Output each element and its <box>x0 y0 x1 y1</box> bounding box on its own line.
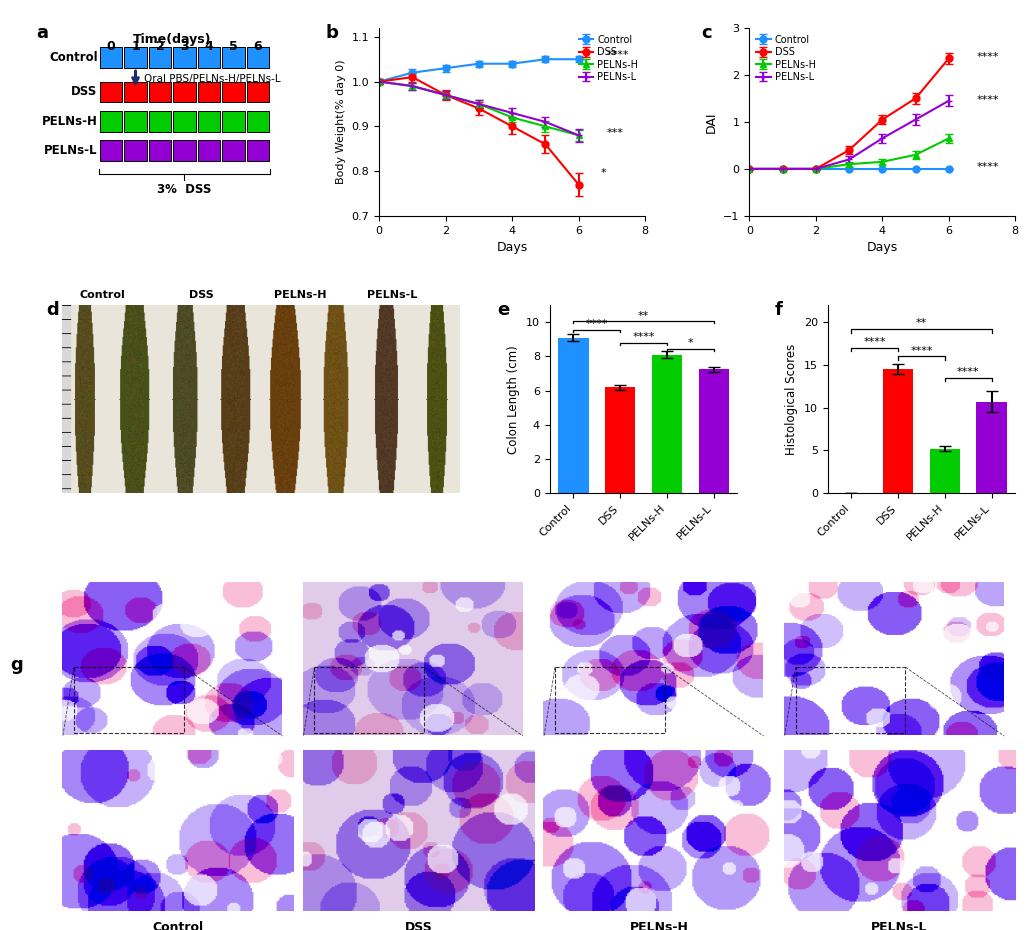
Text: PELNs-H: PELNs-H <box>41 114 97 127</box>
Text: ****: **** <box>977 163 1000 172</box>
FancyBboxPatch shape <box>198 140 220 161</box>
FancyBboxPatch shape <box>198 111 220 132</box>
Text: d: d <box>47 301 59 319</box>
Bar <box>976 402 1007 493</box>
X-axis label: Days: Days <box>867 241 898 254</box>
FancyBboxPatch shape <box>222 47 244 68</box>
FancyBboxPatch shape <box>198 82 220 102</box>
FancyBboxPatch shape <box>99 82 122 102</box>
Bar <box>883 369 914 493</box>
Text: DSS: DSS <box>404 921 432 930</box>
Bar <box>698 369 729 493</box>
FancyBboxPatch shape <box>149 111 171 132</box>
FancyBboxPatch shape <box>173 111 196 132</box>
Text: 1: 1 <box>132 40 140 53</box>
Text: f: f <box>775 301 783 319</box>
FancyBboxPatch shape <box>198 47 220 68</box>
Text: 3%  DSS: 3% DSS <box>157 183 211 196</box>
Text: PELNs-H: PELNs-H <box>275 289 327 299</box>
Text: e: e <box>497 301 510 319</box>
Y-axis label: Body Weight(% day 0): Body Weight(% day 0) <box>336 60 346 184</box>
Bar <box>652 354 682 493</box>
Text: ****: **** <box>585 319 608 329</box>
Text: ****: **** <box>863 337 886 347</box>
Text: DSS: DSS <box>189 289 213 299</box>
Text: PELNs-H: PELNs-H <box>630 921 689 930</box>
FancyBboxPatch shape <box>173 82 196 102</box>
FancyBboxPatch shape <box>124 47 147 68</box>
Y-axis label: DAI: DAI <box>704 112 718 133</box>
Text: 5: 5 <box>229 40 237 53</box>
FancyBboxPatch shape <box>149 82 171 102</box>
Text: 2: 2 <box>155 40 165 53</box>
FancyBboxPatch shape <box>173 140 196 161</box>
FancyBboxPatch shape <box>222 140 244 161</box>
Text: Control: Control <box>79 289 124 299</box>
Text: ****: **** <box>911 346 932 355</box>
Y-axis label: Colon Length (cm): Colon Length (cm) <box>508 345 520 454</box>
Text: ****: **** <box>977 95 1000 105</box>
Text: Control: Control <box>49 51 97 64</box>
FancyBboxPatch shape <box>247 140 269 161</box>
FancyBboxPatch shape <box>247 82 269 102</box>
FancyBboxPatch shape <box>124 82 147 102</box>
Text: *: * <box>600 168 606 179</box>
FancyBboxPatch shape <box>124 140 147 161</box>
Text: 4: 4 <box>204 40 213 53</box>
Text: Time(days): Time(days) <box>133 33 211 46</box>
Text: Oral PBS/PELNs-H/PELNs-L: Oral PBS/PELNs-H/PELNs-L <box>144 74 281 85</box>
Text: 0: 0 <box>107 40 115 53</box>
Text: 3: 3 <box>180 40 189 53</box>
Text: PELNs-L: PELNs-L <box>367 289 418 299</box>
Text: ****: **** <box>977 52 1000 62</box>
Text: a: a <box>36 24 49 42</box>
Legend: Control, DSS, PELNs-H, PELNs-L: Control, DSS, PELNs-H, PELNs-L <box>577 33 640 84</box>
Text: *: * <box>688 339 693 348</box>
Text: DSS: DSS <box>71 86 97 99</box>
Text: **: ** <box>916 318 927 328</box>
FancyBboxPatch shape <box>247 47 269 68</box>
Text: PELNs-L: PELNs-L <box>45 144 97 157</box>
FancyBboxPatch shape <box>173 47 196 68</box>
Text: ***: *** <box>607 128 624 138</box>
Text: ****: **** <box>957 367 979 377</box>
Text: PELNs-L: PELNs-L <box>871 921 928 930</box>
Text: b: b <box>326 24 339 42</box>
FancyBboxPatch shape <box>247 111 269 132</box>
FancyBboxPatch shape <box>149 140 171 161</box>
Text: c: c <box>701 24 712 42</box>
FancyBboxPatch shape <box>99 111 122 132</box>
Text: g: g <box>10 656 23 673</box>
FancyBboxPatch shape <box>149 47 171 68</box>
Y-axis label: Histological Scores: Histological Scores <box>785 343 798 455</box>
FancyBboxPatch shape <box>222 111 244 132</box>
FancyBboxPatch shape <box>99 140 122 161</box>
X-axis label: Days: Days <box>496 241 527 254</box>
Text: Control: Control <box>152 921 203 930</box>
Bar <box>558 338 588 493</box>
Text: 6: 6 <box>254 40 262 53</box>
Text: ****: **** <box>632 332 655 342</box>
Bar <box>929 448 960 493</box>
FancyBboxPatch shape <box>222 82 244 102</box>
FancyBboxPatch shape <box>124 111 147 132</box>
Text: ****: **** <box>607 49 629 60</box>
FancyBboxPatch shape <box>99 47 122 68</box>
Legend: Control, DSS, PELNs-H, PELNs-L: Control, DSS, PELNs-H, PELNs-L <box>754 33 817 84</box>
Text: **: ** <box>638 311 650 321</box>
Bar <box>605 387 635 493</box>
